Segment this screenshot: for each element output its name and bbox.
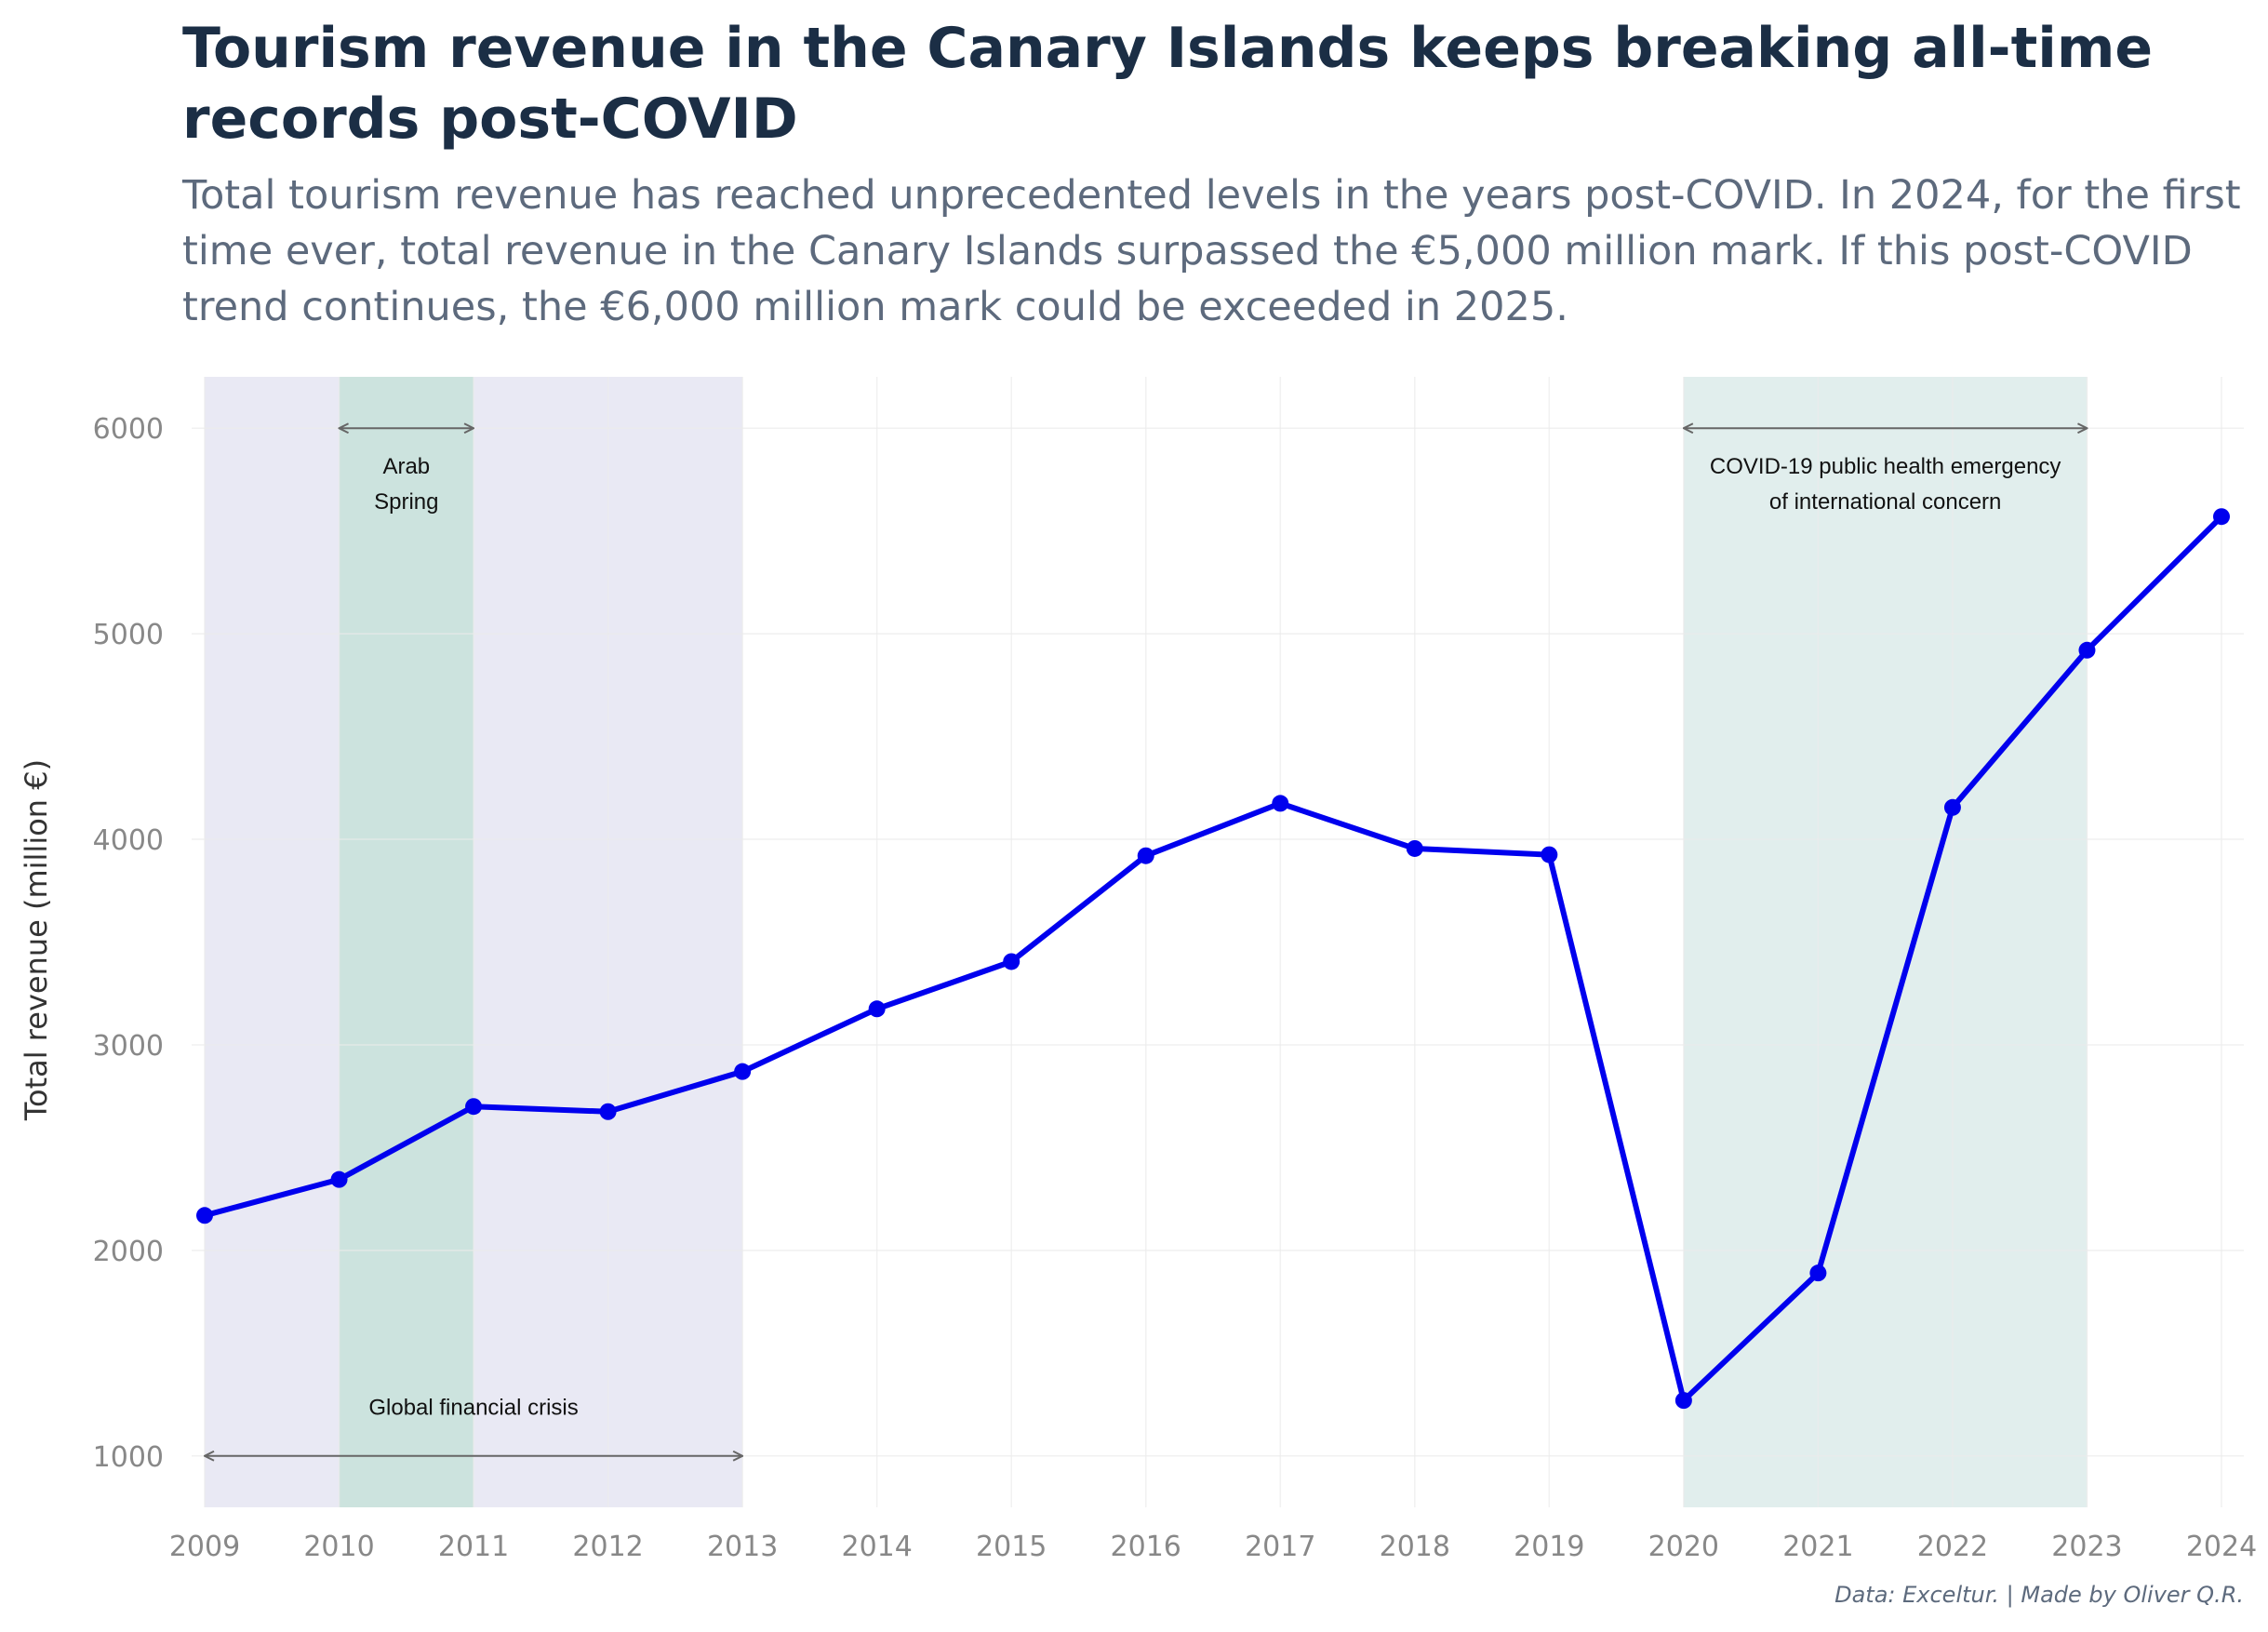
data-point-2015 xyxy=(1003,953,1021,970)
annotation-label-financial: Global financial crisis xyxy=(368,1396,578,1421)
y-tick-label: 5000 xyxy=(93,619,164,651)
x-tick-label: 2011 xyxy=(438,1531,509,1563)
annotation-label-arab: Spring xyxy=(374,489,438,515)
y-tick-label: 2000 xyxy=(93,1236,164,1268)
x-tick-label: 2009 xyxy=(169,1531,240,1563)
x-tick-label: 2016 xyxy=(1111,1531,1181,1563)
y-axis-label: Total revenue (million €) xyxy=(19,759,54,1121)
data-point-2011 xyxy=(465,1098,483,1116)
data-point-2010 xyxy=(330,1170,348,1188)
data-point-2016 xyxy=(1137,847,1154,864)
revenue-line xyxy=(202,514,2224,1404)
x-tick-label: 2015 xyxy=(976,1531,1047,1563)
x-tick-label: 2010 xyxy=(303,1531,374,1563)
data-point-2018 xyxy=(1406,839,1423,857)
data-point-2020 xyxy=(1674,1392,1692,1410)
y-tick-label: 6000 xyxy=(93,413,164,446)
y-tick-label: 4000 xyxy=(93,824,164,857)
source-caption: Data: Exceltur. | Made by Oliver Q.R. xyxy=(1834,1582,2244,1608)
data-point-2009 xyxy=(196,1207,213,1224)
x-tick-label: 2024 xyxy=(2186,1531,2257,1563)
annotation-label-arab: Arab xyxy=(382,454,430,479)
data-point-2019 xyxy=(1541,846,1558,863)
data-point-2021 xyxy=(1809,1264,1827,1282)
chart-title: Tourism revenue in the Canary Islands ke… xyxy=(182,16,2154,152)
data-point-2012 xyxy=(599,1103,617,1120)
x-tick-label: 2014 xyxy=(841,1531,912,1563)
data-point-2022 xyxy=(1943,798,1961,816)
annotation-label-covid: of international concern xyxy=(1769,489,2002,515)
chart-subtitle: Total tourism revenue has reached unprec… xyxy=(182,172,2241,330)
data-point-2013 xyxy=(734,1063,752,1080)
band-arab xyxy=(339,377,474,1507)
x-tick-label: 2017 xyxy=(1245,1531,1315,1563)
x-tick-label: 2021 xyxy=(1782,1531,1853,1563)
data-point-2024 xyxy=(2213,508,2230,526)
data-point-2017 xyxy=(1272,795,1289,812)
annotation-label-covid: COVID-19 public health emergency xyxy=(1710,454,2061,479)
x-tick-label: 2019 xyxy=(1514,1531,1584,1563)
band-covid xyxy=(1683,377,2088,1507)
x-tick-label: 2012 xyxy=(572,1531,643,1563)
x-tick-label: 2023 xyxy=(2051,1531,2122,1563)
y-tick-label: 1000 xyxy=(93,1441,164,1474)
y-tick-label: 3000 xyxy=(93,1030,164,1063)
x-tick-label: 2013 xyxy=(707,1531,778,1563)
data-point-2023 xyxy=(2078,641,2096,659)
data-point-2014 xyxy=(868,1000,886,1018)
x-tick-label: 2022 xyxy=(1917,1531,1988,1563)
x-tick-label: 2018 xyxy=(1380,1531,1450,1563)
x-tick-label: 2020 xyxy=(1648,1531,1719,1563)
